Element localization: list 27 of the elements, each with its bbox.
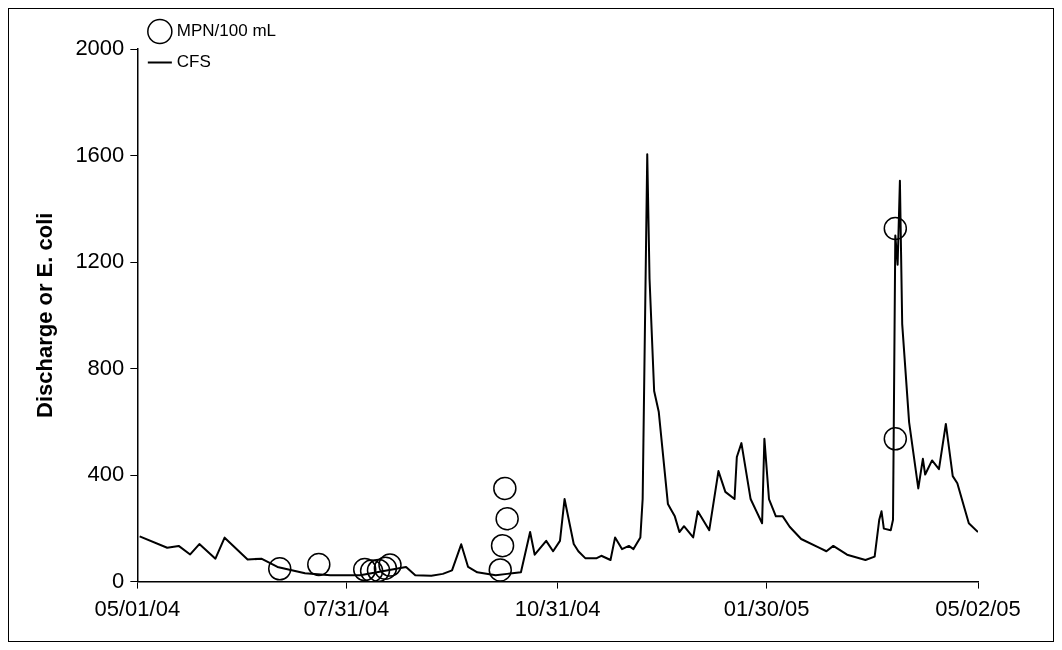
point xyxy=(307,552,331,577)
point xyxy=(378,553,402,577)
point xyxy=(373,556,398,581)
legend-label: CFS xyxy=(176,52,211,72)
point xyxy=(493,476,517,501)
x-tick-label: 01/30/05 xyxy=(723,595,810,621)
y-axis-title: Discharge or E. coli xyxy=(32,212,58,418)
point xyxy=(268,557,292,581)
point xyxy=(488,558,512,582)
point xyxy=(359,559,384,582)
point xyxy=(495,507,519,531)
y-tick-label: 400 xyxy=(87,461,125,487)
point xyxy=(883,216,908,241)
point xyxy=(352,557,377,582)
y-tick-label: 2000 xyxy=(75,35,125,61)
x-tick-label: 07/31/04 xyxy=(303,595,390,621)
point xyxy=(366,558,391,582)
legend-label: MPN/100 mL xyxy=(176,21,277,41)
point xyxy=(490,533,515,558)
x-tick-label: 05/01/04 xyxy=(94,595,181,621)
y-tick-label: 1600 xyxy=(75,141,125,167)
y-tick-label: 1200 xyxy=(75,248,125,274)
x-tick-label: 05/02/05 xyxy=(935,595,1021,621)
y-tick-label: 0 xyxy=(112,567,125,593)
point xyxy=(883,427,908,451)
y-tick-label: 800 xyxy=(87,354,125,380)
x-tick-label: 10/31/04 xyxy=(514,595,601,621)
